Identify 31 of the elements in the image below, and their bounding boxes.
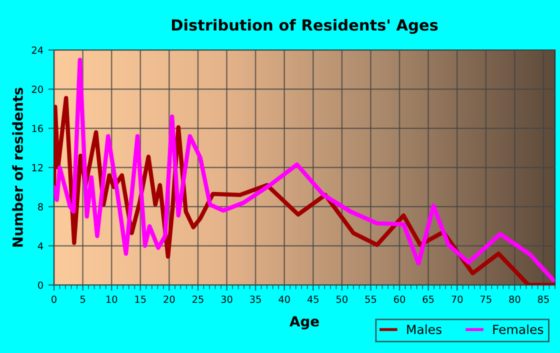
y-axis-title: Number of residents	[12, 88, 23, 247]
x-tick-label: 80	[509, 296, 520, 303]
x-tick-label: 30	[221, 296, 232, 303]
x-tick-label: 65	[422, 296, 434, 303]
x-axis-title: Age	[290, 316, 319, 330]
x-tick-label: 10	[106, 296, 118, 303]
line-series	[54, 58, 555, 282]
x-tick-label: 20	[164, 296, 175, 303]
y-tick-label: 12	[32, 164, 43, 172]
x-tick-label: 85	[538, 296, 549, 303]
x-tick-label: 5	[80, 296, 86, 303]
x-tick-label: 40	[278, 296, 290, 303]
y-tick-label: 20	[32, 86, 43, 93]
x-tick-label: 45	[307, 296, 318, 303]
x-tick-label: 25	[192, 296, 204, 303]
chart-title: Distribution of Residents' Ages	[172, 18, 438, 34]
legend-label: Females	[493, 324, 544, 334]
x-tick-label: 55	[365, 296, 376, 303]
x-tick-label: 70	[452, 296, 463, 303]
x-tick-label: 50	[336, 296, 348, 303]
y-tick-label: 24	[32, 46, 44, 54]
x-tick-label: 75	[480, 296, 492, 303]
x-tick-label: 35	[250, 296, 261, 303]
x-tick-label: 60	[394, 296, 406, 303]
y-tick-label: 16	[32, 124, 43, 132]
y-tick-label: 0	[38, 281, 43, 289]
y-tick-label: 4	[38, 242, 44, 250]
y-tick-label: 8	[38, 203, 43, 210]
x-tick-label: 0	[52, 296, 56, 303]
x-tick-label: 15	[135, 296, 146, 303]
legend-label: Males	[407, 324, 442, 334]
